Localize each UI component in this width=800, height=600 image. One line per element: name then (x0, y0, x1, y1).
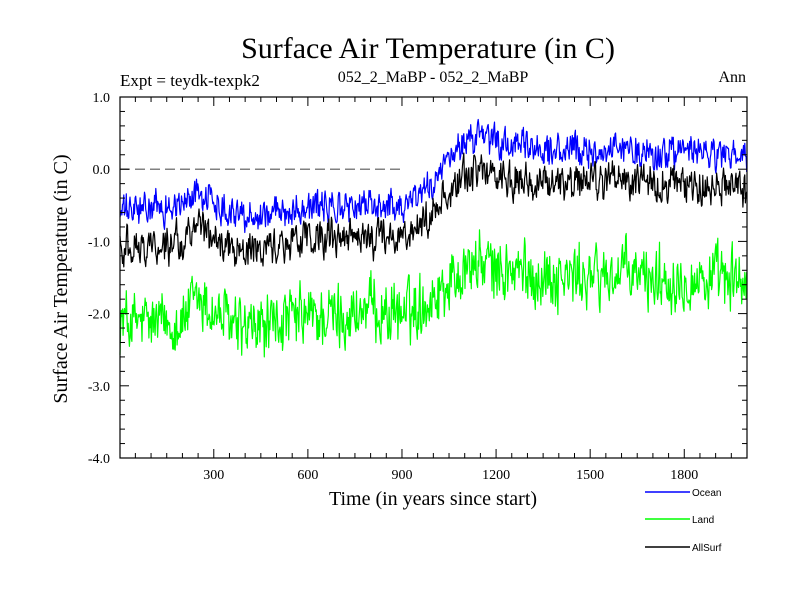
x-axis-label: Time (in years since start) (329, 488, 537, 510)
y-tick-label: -4.0 (88, 452, 110, 467)
y-tick-label: 0.0 (93, 163, 111, 178)
y-tick-label: -2.0 (88, 308, 110, 323)
plot-frame (119, 96, 748, 459)
y-tick-label: -1.0 (88, 235, 110, 250)
y-axis-label: Surface Air Temperature (in C) (50, 154, 72, 403)
x-tick-label: 300 (203, 468, 224, 483)
chart-subtitle-right: Ann (718, 69, 746, 86)
chart-subtitle-left: Expt = teydk-texpk2 (120, 71, 260, 90)
chart-title: Surface Air Temperature (in C) (241, 32, 615, 65)
y-tick-label: -3.0 (88, 380, 110, 395)
x-tick-label: 1500 (576, 468, 604, 483)
series-line-ocean (119, 118, 748, 234)
x-tick-label: 1200 (482, 468, 510, 483)
x-tick-label: 1800 (670, 468, 698, 483)
legend-label-allsurf: AllSurf (692, 543, 722, 554)
legend-label-ocean: Ocean (692, 488, 721, 499)
series-layer (119, 118, 748, 358)
y-tick-label: 1.0 (93, 91, 111, 106)
legend-label-land: Land (692, 515, 714, 526)
series-line-allsurf (119, 152, 748, 268)
chart-subtitle-center: 052_2_MaBP - 052_2_MaBP (338, 69, 529, 86)
legend: Ocean Land AllSurf (645, 488, 722, 554)
x-tick-label: 600 (297, 468, 318, 483)
series-line-land (119, 229, 748, 358)
x-tick-label: 900 (391, 468, 412, 483)
ticks-layer: 300 600 900 1200 1500 1800 1.0 0.0 -1.0 -2.0 -3.0 -… (88, 91, 747, 483)
